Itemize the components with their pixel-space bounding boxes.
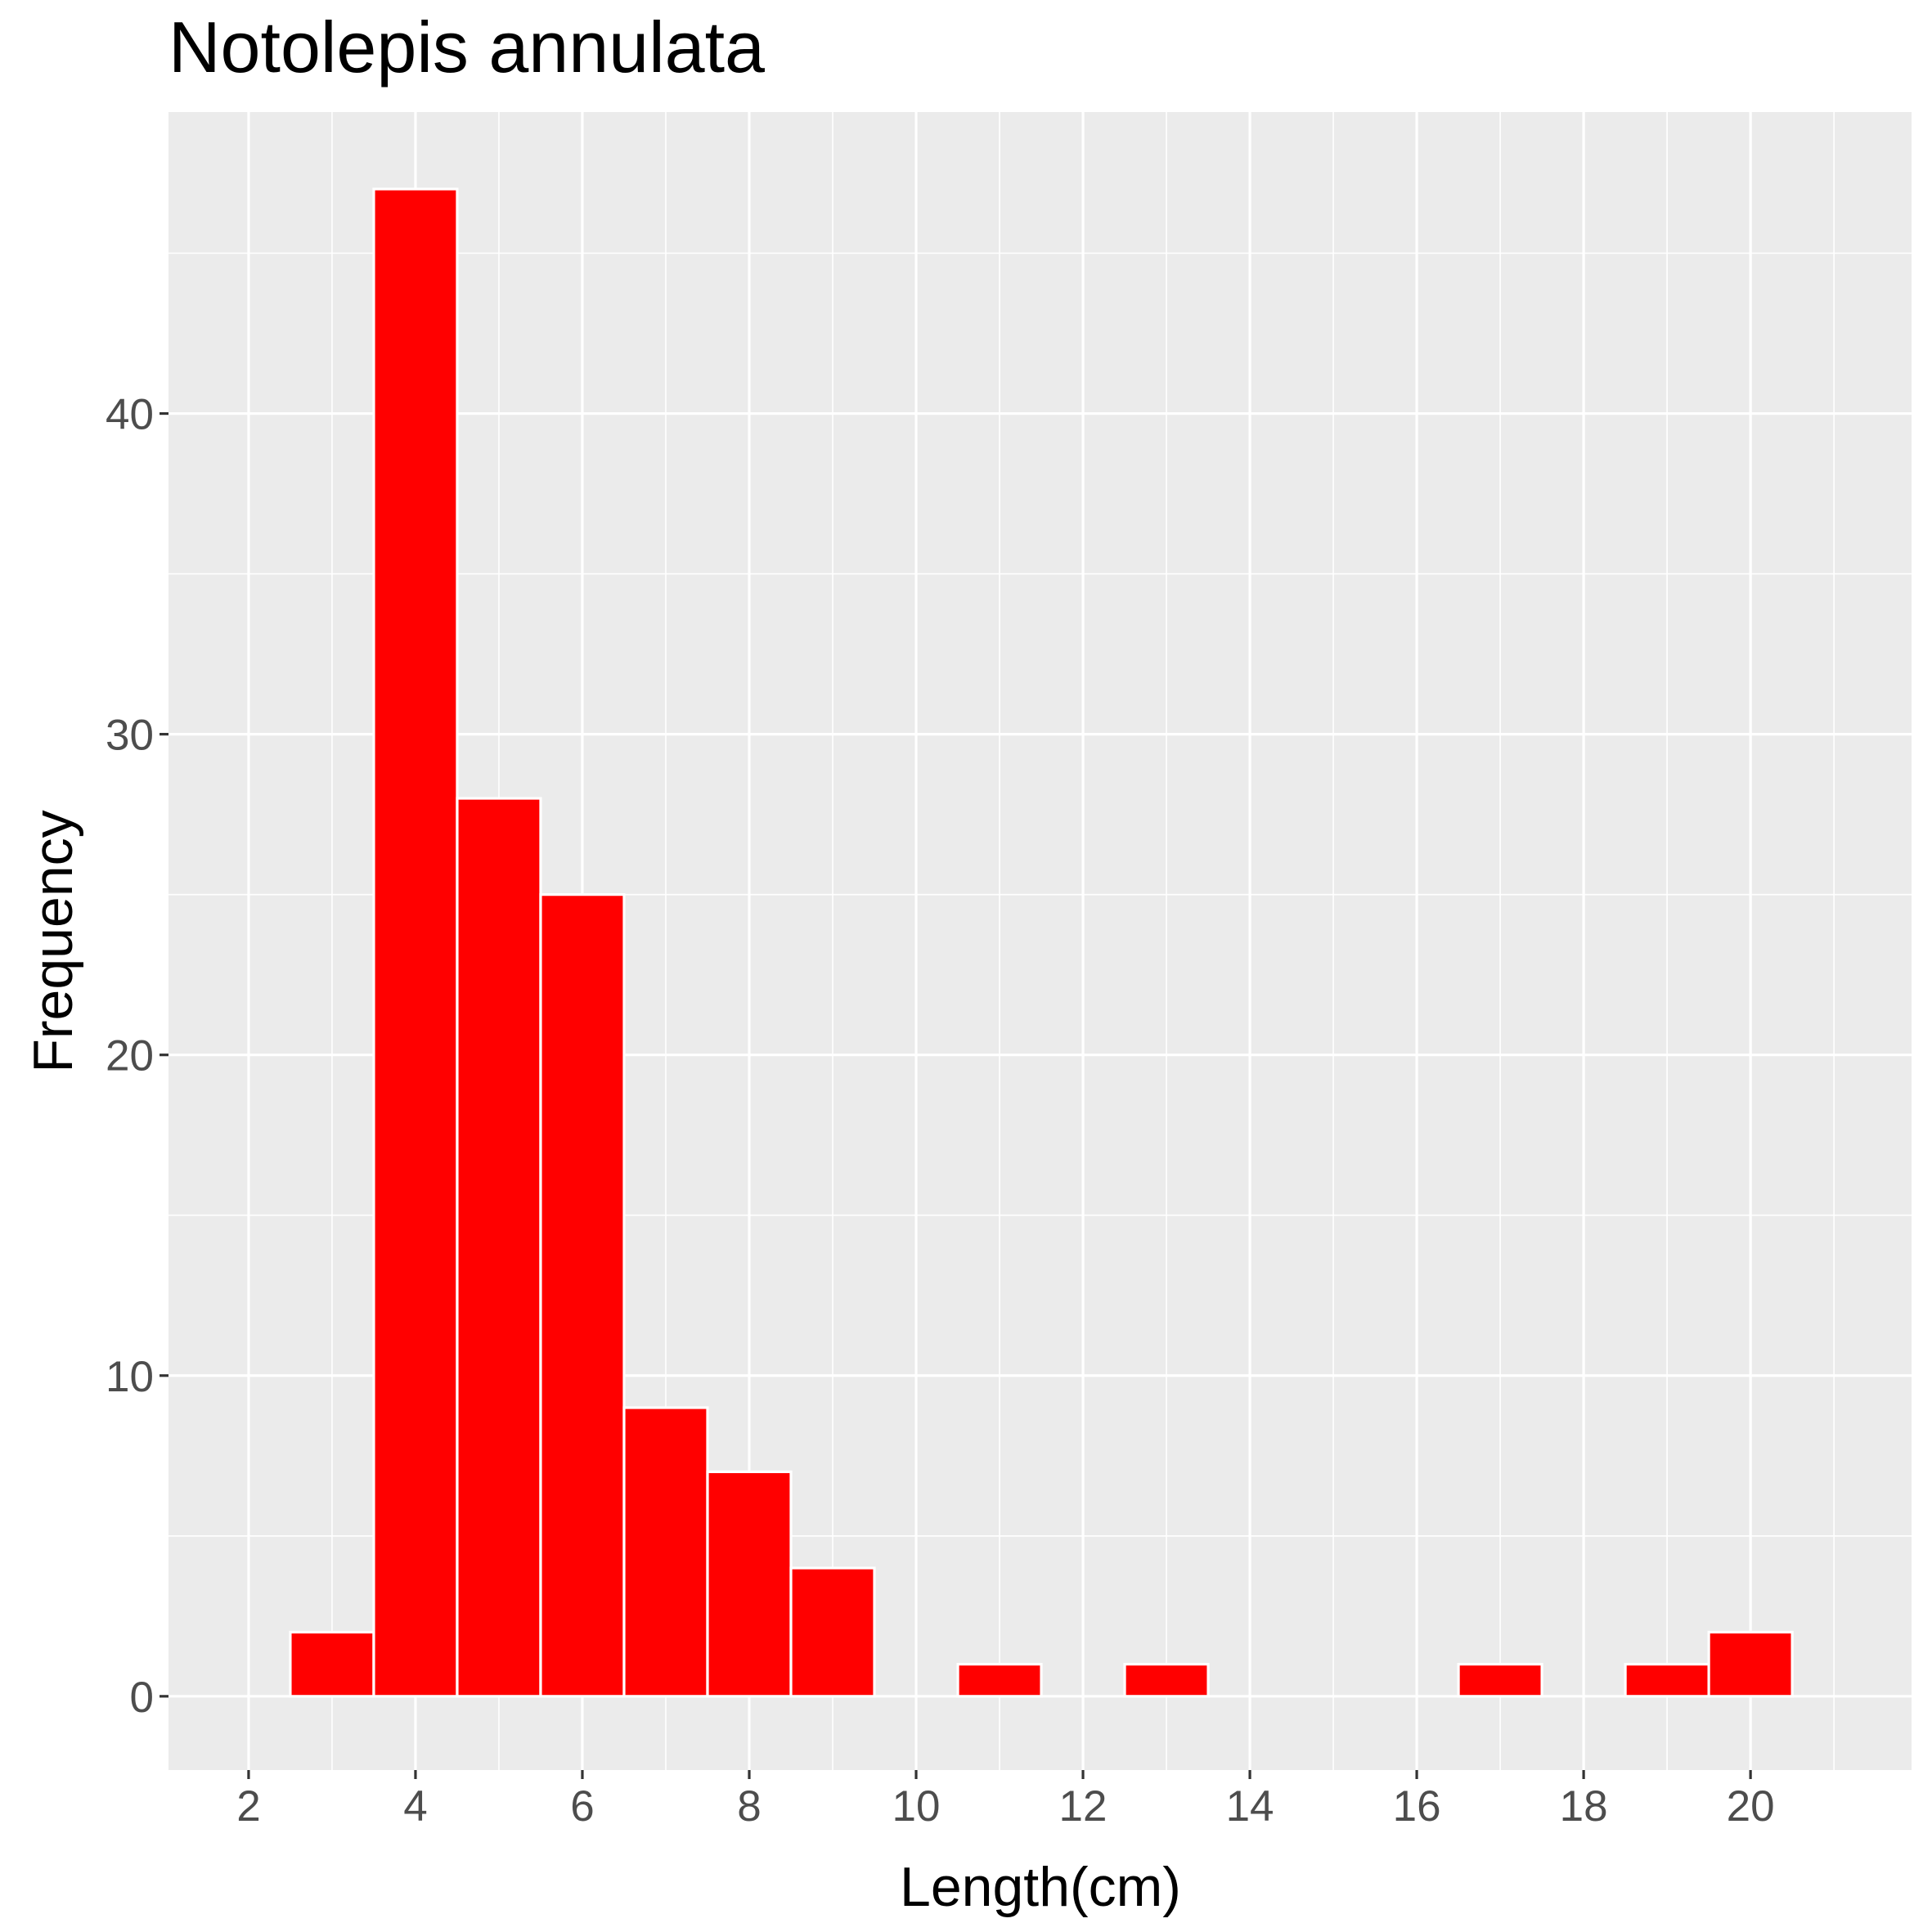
- histogram-bar: [1624, 1663, 1710, 1698]
- x-tick-label: 20: [1727, 1782, 1775, 1831]
- ticks: 2 4 6 8 10 12 14 16 18 20 0 10 20 30 40: [106, 391, 1775, 1831]
- histogram-bar: [706, 1470, 793, 1698]
- x-tick-label: 16: [1393, 1782, 1441, 1831]
- x-tick-label: 2: [236, 1782, 260, 1831]
- y-axis-title: Frequency: [22, 810, 84, 1072]
- histogram-bar: [789, 1566, 876, 1698]
- histogram-bar: [372, 187, 459, 1698]
- histogram-bar: [1457, 1663, 1543, 1698]
- histogram-bar: [289, 1630, 375, 1698]
- x-tick-label: 4: [403, 1782, 427, 1831]
- y-tick-label: 0: [130, 1674, 154, 1722]
- x-tick-label: 12: [1059, 1782, 1108, 1831]
- histogram-bar: [1123, 1663, 1210, 1698]
- histogram-bar: [956, 1663, 1043, 1698]
- histogram-bar: [1707, 1630, 1794, 1698]
- y-tick-label: 10: [106, 1353, 154, 1401]
- y-tick-label: 40: [106, 391, 154, 439]
- y-tick-label: 30: [106, 712, 154, 760]
- chart-title: Notolepis annulata: [168, 7, 765, 88]
- y-tick-label: 20: [106, 1032, 154, 1081]
- histogram-bar: [539, 893, 626, 1698]
- x-axis-title: Length(cm): [900, 1856, 1181, 1918]
- bars: [289, 187, 1794, 1698]
- x-tick-label: 8: [737, 1782, 761, 1831]
- x-tick-label: 18: [1560, 1782, 1608, 1831]
- x-tick-label: 6: [570, 1782, 594, 1831]
- x-tick-label: 14: [1226, 1782, 1274, 1831]
- x-tick-label: 10: [892, 1782, 941, 1831]
- histogram-bar: [622, 1406, 709, 1698]
- histogram-bar: [456, 797, 542, 1698]
